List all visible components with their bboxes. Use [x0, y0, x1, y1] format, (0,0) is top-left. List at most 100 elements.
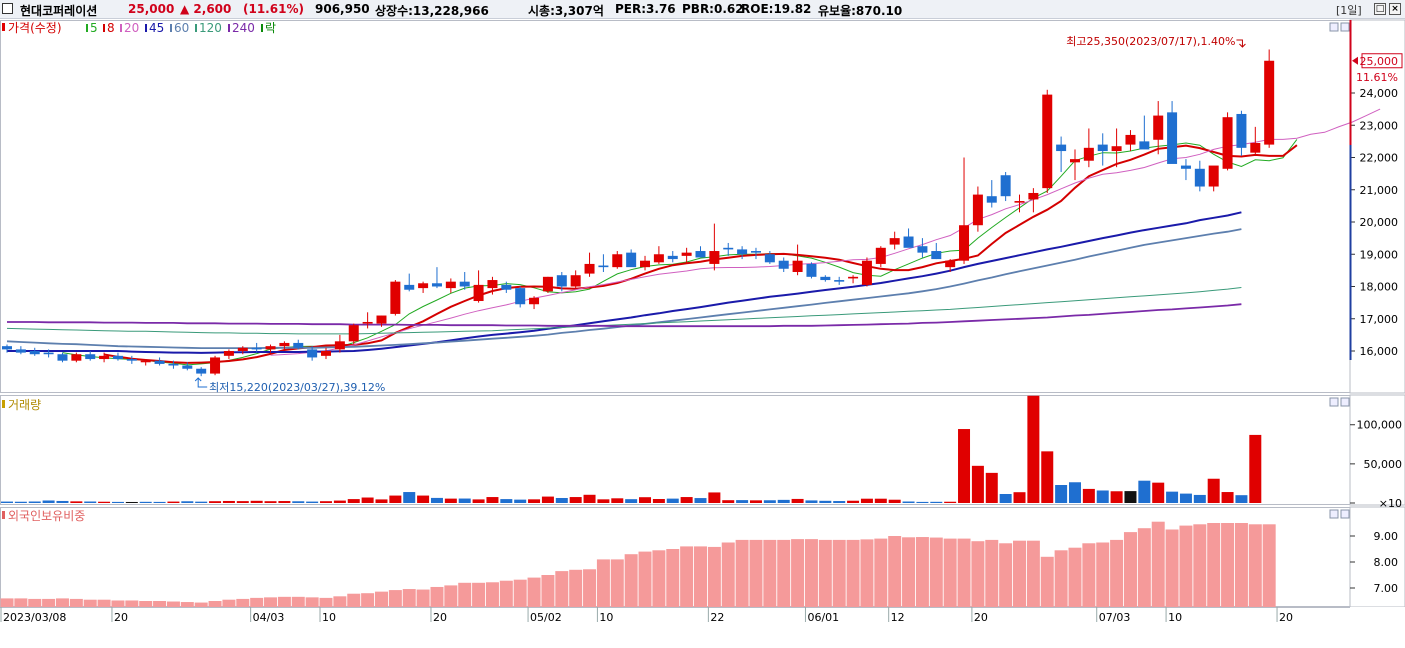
volume-bar[interactable]	[874, 498, 887, 503]
volume-bar[interactable]	[42, 500, 55, 503]
foreign-ratio-bar[interactable]	[1026, 540, 1040, 607]
volume-bar[interactable]	[611, 498, 624, 503]
foreign-ratio-bar[interactable]	[444, 585, 458, 607]
volume-bar[interactable]	[1013, 492, 1026, 503]
candle-body[interactable]	[307, 349, 318, 358]
candle-body[interactable]	[1014, 201, 1025, 203]
candle-body[interactable]	[778, 260, 789, 269]
candle-body[interactable]	[515, 288, 526, 305]
volume-bar[interactable]	[625, 499, 638, 503]
volume-bar[interactable]	[583, 494, 596, 503]
stock-name[interactable]: 현대코퍼레이션	[20, 4, 98, 18]
volume-bar[interactable]	[209, 501, 222, 503]
foreign-ratio-bar[interactable]	[1054, 550, 1068, 607]
candle-body[interactable]	[15, 349, 26, 353]
volume-bar[interactable]	[999, 494, 1012, 503]
candle-body[interactable]	[1167, 112, 1178, 164]
foreign-ratio-bar[interactable]	[97, 599, 111, 607]
foreign-ratio-bar[interactable]	[1193, 524, 1207, 607]
foreign-ratio-bar[interactable]	[1096, 542, 1110, 608]
volume-bar[interactable]	[403, 492, 416, 503]
candle-body[interactable]	[126, 359, 137, 361]
candle-body[interactable]	[168, 363, 179, 366]
volume-bar[interactable]	[763, 500, 776, 503]
volume-bar[interactable]	[417, 495, 430, 503]
foreign-ratio-bar[interactable]	[42, 598, 56, 607]
candle-body[interactable]	[1083, 147, 1094, 161]
foreign-ratio-bar[interactable]	[1082, 543, 1096, 607]
candle-body[interactable]	[709, 251, 720, 264]
candle-body[interactable]	[1097, 144, 1108, 152]
volume-close-button[interactable]	[1340, 397, 1350, 407]
candle-body[interactable]	[848, 276, 859, 279]
candle-body[interactable]	[251, 347, 262, 350]
foreign-ratio-bar[interactable]	[125, 600, 139, 607]
candle-body[interactable]	[445, 281, 456, 289]
volume-bar[interactable]	[902, 501, 915, 503]
candle-body[interactable]	[529, 297, 540, 305]
foreign-close-button[interactable]	[1340, 509, 1350, 519]
volume-bar[interactable]	[1179, 493, 1192, 503]
volume-bar[interactable]	[1110, 491, 1123, 503]
candle-body[interactable]	[321, 351, 332, 356]
foreign-ratio-bar[interactable]	[943, 538, 957, 607]
volume-bar[interactable]	[56, 500, 69, 503]
foreign-ratio-bar[interactable]	[957, 538, 971, 607]
foreign-ratio-bar[interactable]	[1123, 532, 1137, 607]
foreign-ratio-bar[interactable]	[1221, 523, 1235, 607]
candle-body[interactable]	[695, 251, 706, 258]
candle-body[interactable]	[820, 276, 831, 281]
foreign-ratio-bar[interactable]	[1013, 540, 1027, 607]
volume-bar[interactable]	[708, 492, 721, 503]
foreign-ratio-bar[interactable]	[818, 539, 832, 607]
volume-bar[interactable]	[791, 498, 804, 503]
foreign-ratio-bar[interactable]	[583, 569, 597, 607]
candle-body[interactable]	[293, 342, 304, 348]
volume-bar[interactable]	[847, 500, 860, 503]
volume-bar[interactable]	[1055, 485, 1068, 503]
foreign-ratio-bar[interactable]	[721, 542, 735, 608]
candle-body[interactable]	[1222, 117, 1233, 169]
volume-bar[interactable]	[985, 472, 998, 503]
candle-body[interactable]	[903, 236, 914, 248]
foreign-ratio-bar[interactable]	[1248, 524, 1262, 607]
volume-bar[interactable]	[1221, 492, 1234, 503]
candle-body[interactable]	[99, 355, 110, 360]
candle-body[interactable]	[140, 360, 151, 363]
volume-bar[interactable]	[1166, 491, 1179, 503]
foreign-ratio-bar[interactable]	[888, 536, 902, 607]
volume-bar[interactable]	[167, 501, 180, 503]
volume-bar[interactable]	[1041, 451, 1054, 503]
volume-bar[interactable]	[1068, 482, 1081, 503]
candle-body[interactable]	[279, 342, 290, 347]
candle-body[interactable]	[1111, 146, 1122, 152]
foreign-ratio-bar[interactable]	[749, 539, 763, 607]
volume-bar[interactable]	[278, 501, 291, 503]
candle-body[interactable]	[1056, 144, 1067, 152]
volume-bar[interactable]	[1138, 480, 1151, 503]
foreign-ratio-bar[interactable]	[541, 575, 555, 607]
volume-bar[interactable]	[944, 501, 957, 503]
volume-bar[interactable]	[736, 500, 749, 503]
volume-bar[interactable]	[1124, 491, 1137, 503]
volume-bar[interactable]	[500, 499, 513, 503]
volume-bar[interactable]	[139, 501, 152, 503]
foreign-ratio-bar[interactable]	[555, 571, 569, 607]
volume-bar[interactable]	[666, 498, 679, 503]
foreign-ratio-bar[interactable]	[1165, 529, 1179, 608]
candle-body[interactable]	[584, 263, 595, 274]
volume-bar[interactable]	[195, 501, 208, 503]
foreign-ratio-bar[interactable]	[929, 537, 943, 607]
volume-bar[interactable]	[541, 496, 554, 503]
foreign-ratio-bar[interactable]	[250, 597, 264, 607]
candle-body[interactable]	[917, 246, 928, 253]
foreign-ratio-bar[interactable]	[596, 559, 610, 607]
volume-bar[interactable]	[84, 501, 97, 503]
volume-bar[interactable]	[320, 501, 333, 503]
foreign-ratio-bar[interactable]	[985, 539, 999, 607]
volume-bar[interactable]	[236, 501, 249, 503]
candle-body[interactable]	[1264, 60, 1275, 145]
candle-body[interactable]	[556, 275, 567, 287]
candle-body[interactable]	[2, 346, 12, 350]
candle-body[interactable]	[43, 352, 54, 355]
